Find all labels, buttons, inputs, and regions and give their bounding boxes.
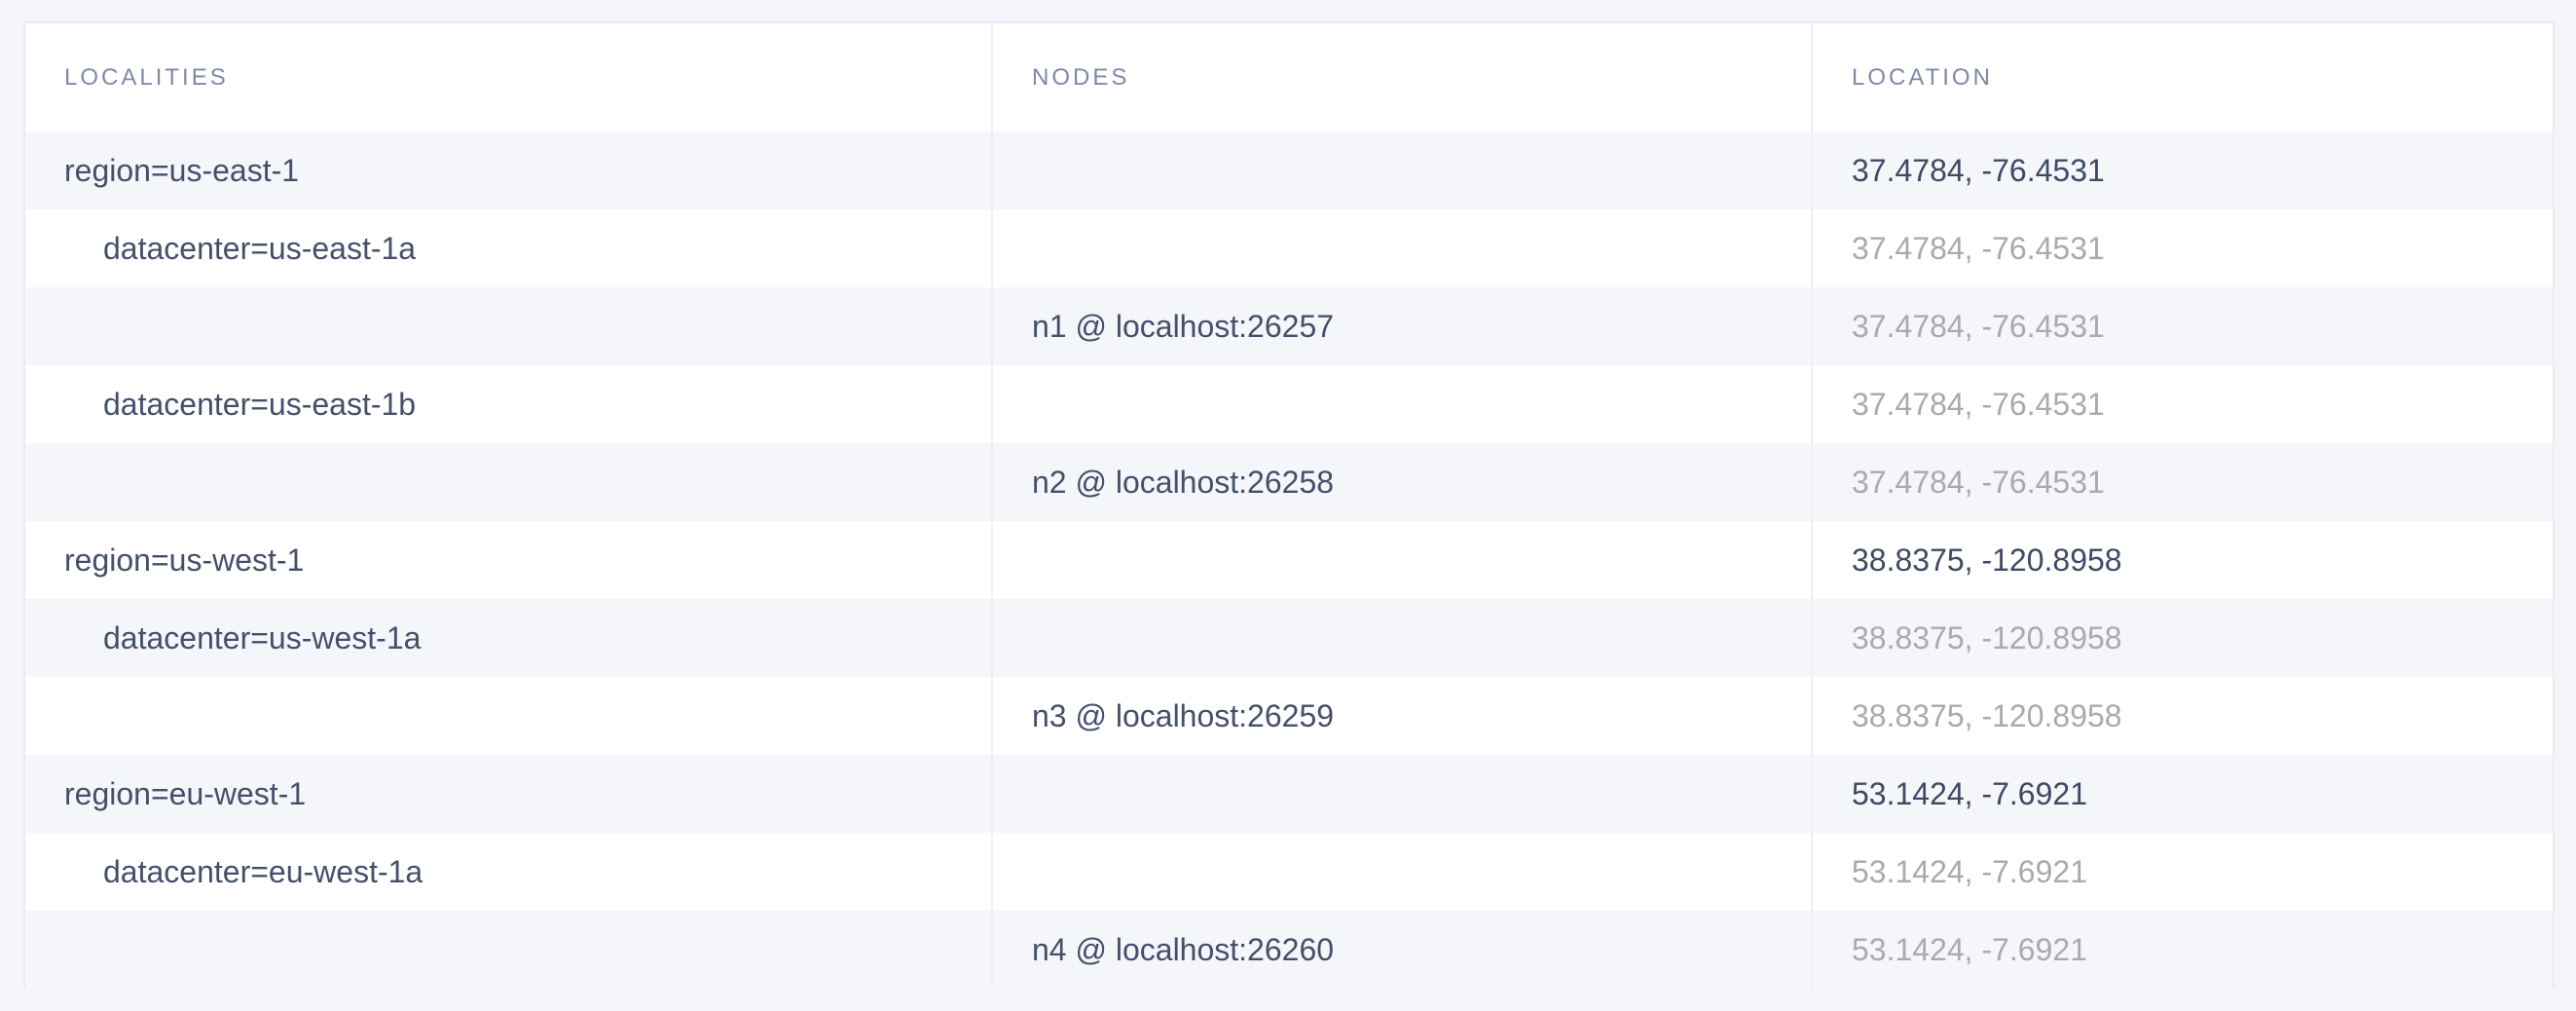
nodes-cell <box>991 209 1811 287</box>
table-row: n2 @ localhost:26258 37.4784, -76.4531 <box>25 443 2553 521</box>
locality-label: region=us-east-1 <box>64 152 300 188</box>
location-label: 37.4784, -76.4531 <box>1852 152 2105 188</box>
table-row: region=us-east-1 37.4784, -76.4531 <box>25 131 2553 209</box>
locality-cell <box>25 911 991 989</box>
locality-cell: datacenter=us-west-1a <box>25 599 991 677</box>
location-label: 37.4784, -76.4531 <box>1852 230 2105 266</box>
location-cell: 38.8375, -120.8958 <box>1811 521 2553 599</box>
header-label-localities: LOCALITIES <box>64 63 229 91</box>
header-label-location: LOCATION <box>1852 63 1993 91</box>
node-label: n2 @ localhost:26258 <box>1032 464 1335 500</box>
location-cell: 37.4784, -76.4531 <box>1811 209 2553 287</box>
header-label-nodes: NODES <box>1032 63 1130 91</box>
locality-label: datacenter=us-east-1b <box>103 386 417 422</box>
location-cell: 37.4784, -76.4531 <box>1811 287 2553 365</box>
table-row: datacenter=eu-west-1a 53.1424, -7.6921 <box>25 833 2553 911</box>
location-cell: 38.8375, -120.8958 <box>1811 599 2553 677</box>
nodes-cell <box>991 755 1811 833</box>
node-label: n3 @ localhost:26259 <box>1032 697 1335 733</box>
location-label: 38.8375, -120.8958 <box>1852 619 2122 655</box>
location-cell: 53.1424, -7.6921 <box>1811 833 2553 911</box>
locality-cell: datacenter=eu-west-1a <box>25 833 991 911</box>
location-label: 53.1424, -7.6921 <box>1852 853 2087 889</box>
header-cell-location: LOCATION <box>1811 23 2553 131</box>
locality-cell: region=us-east-1 <box>25 131 991 209</box>
nodes-cell: n3 @ localhost:26259 <box>991 677 1811 755</box>
nodes-cell: n1 @ localhost:26257 <box>991 287 1811 365</box>
table-rows: region=us-east-1 37.4784, -76.4531 datac… <box>25 131 2553 989</box>
nodes-cell <box>991 131 1811 209</box>
locality-cell <box>25 443 991 521</box>
table-row: datacenter=us-east-1b 37.4784, -76.4531 <box>25 365 2553 443</box>
location-label: 53.1424, -7.6921 <box>1852 931 2087 967</box>
location-label: 37.4784, -76.4531 <box>1852 464 2105 500</box>
nodes-cell <box>991 521 1811 599</box>
locality-cell <box>25 287 991 365</box>
locality-label: region=eu-west-1 <box>64 775 307 811</box>
location-cell: 53.1424, -7.6921 <box>1811 755 2553 833</box>
table-row: datacenter=us-east-1a 37.4784, -76.4531 <box>25 209 2553 287</box>
locality-label: datacenter=us-east-1a <box>103 230 417 266</box>
locality-cell <box>25 677 991 755</box>
node-label: n1 @ localhost:26257 <box>1032 308 1335 344</box>
nodes-cell: n4 @ localhost:26260 <box>991 911 1811 989</box>
table-row: n4 @ localhost:26260 53.1424, -7.6921 <box>25 911 2553 989</box>
location-label: 38.8375, -120.8958 <box>1852 697 2122 733</box>
location-label: 38.8375, -120.8958 <box>1852 542 2122 578</box>
locality-cell: datacenter=us-east-1a <box>25 209 991 287</box>
table-row: n3 @ localhost:26259 38.8375, -120.8958 <box>25 677 2553 755</box>
table-row: datacenter=us-west-1a 38.8375, -120.8958 <box>25 599 2553 677</box>
nodes-cell: n2 @ localhost:26258 <box>991 443 1811 521</box>
header-cell-localities: LOCALITIES <box>25 23 991 131</box>
table-row: region=eu-west-1 53.1424, -7.6921 <box>25 755 2553 833</box>
location-label: 37.4784, -76.4531 <box>1852 386 2105 422</box>
location-cell: 38.8375, -120.8958 <box>1811 677 2553 755</box>
location-cell: 37.4784, -76.4531 <box>1811 443 2553 521</box>
location-cell: 37.4784, -76.4531 <box>1811 365 2553 443</box>
nodes-cell <box>991 599 1811 677</box>
table-row: region=us-west-1 38.8375, -120.8958 <box>25 521 2553 599</box>
nodes-cell <box>991 833 1811 911</box>
header-cell-nodes: NODES <box>991 23 1811 131</box>
table-row: n1 @ localhost:26257 37.4784, -76.4531 <box>25 287 2553 365</box>
locality-cell: region=us-west-1 <box>25 521 991 599</box>
locality-label: datacenter=eu-west-1a <box>103 853 423 889</box>
locality-cell: region=eu-west-1 <box>25 755 991 833</box>
locality-label: datacenter=us-west-1a <box>103 619 422 655</box>
location-cell: 53.1424, -7.6921 <box>1811 911 2553 989</box>
nodes-cell <box>991 365 1811 443</box>
locality-label: region=us-west-1 <box>64 542 305 578</box>
location-cell: 37.4784, -76.4531 <box>1811 131 2553 209</box>
table-header-row: LOCALITIES NODES LOCATION <box>25 23 2553 131</box>
localities-table: LOCALITIES NODES LOCATION region=us-east… <box>23 21 2555 989</box>
location-label: 53.1424, -7.6921 <box>1852 775 2087 811</box>
node-label: n4 @ localhost:26260 <box>1032 931 1335 967</box>
locality-cell: datacenter=us-east-1b <box>25 365 991 443</box>
location-label: 37.4784, -76.4531 <box>1852 308 2105 344</box>
